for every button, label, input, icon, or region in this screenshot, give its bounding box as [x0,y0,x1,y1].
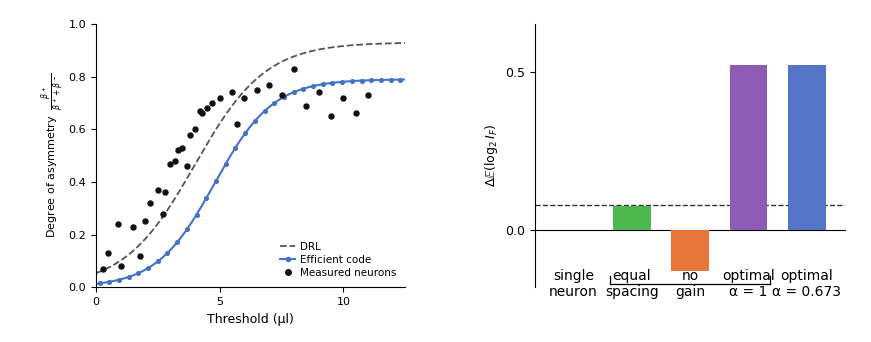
Bar [672,230,709,272]
Measured neurons [192,108,206,114]
Point [394,77,408,82]
X-axis label: Threshold (μl): Threshold (μl) [207,313,294,326]
Measured neurons [138,219,152,224]
Measured neurons [312,90,326,95]
Line: DRL: DRL [96,43,405,273]
Point [228,145,242,150]
Measured neurons [238,95,252,101]
Line: Efficient code: Efficient code [96,80,405,284]
Measured neurons [324,114,338,119]
Point [209,178,223,184]
Point [345,78,359,84]
DRL [314,48,325,52]
Measured neurons [300,103,314,108]
Efficient code [192,212,202,216]
Efficient code [91,282,101,286]
Measured neurons [113,263,127,269]
Measured neurons [274,92,288,98]
Point [296,86,310,91]
Efficient code [128,273,138,277]
Point [306,83,320,89]
Point [267,100,281,106]
Point [122,274,136,280]
DRL [192,159,202,163]
Measured neurons [188,127,202,132]
DRL [400,41,410,45]
Point [160,250,174,256]
Point [190,212,204,217]
DRL [315,47,326,51]
Measured neurons [171,148,185,153]
Measured neurons [101,250,115,256]
Measured neurons [225,90,239,95]
Point [384,77,398,82]
Measured neurons [163,161,177,166]
Measured neurons [151,187,165,193]
Point [141,265,155,271]
DRL [128,249,138,253]
Measured neurons [159,190,172,195]
Measured neurons [111,221,125,227]
Efficient code [315,82,326,87]
Bar [612,206,651,230]
Measured neurons [361,92,375,98]
Point [151,259,165,264]
Point [354,78,368,83]
Efficient code [286,91,296,95]
Legend: DRL, Efficient code, Measured neurons: DRL, Efficient code, Measured neurons [275,237,400,282]
Measured neurons [126,224,140,229]
Measured neurons [250,87,264,92]
Point [92,281,106,286]
Point [238,131,252,136]
Point [277,94,291,100]
Measured neurons [230,121,244,127]
Point [102,279,116,285]
Point [374,77,388,83]
Measured neurons [144,200,158,206]
Point [219,161,233,167]
Measured neurons [133,253,147,259]
Measured neurons [156,211,170,216]
Point [132,271,145,276]
Point [248,118,262,124]
Measured neurons [180,163,194,169]
Efficient code [213,174,224,179]
Measured neurons [287,66,300,71]
Point [199,195,213,201]
Point [326,80,340,86]
DRL [286,56,296,60]
Point [170,239,184,245]
Efficient code [314,83,325,87]
Measured neurons [200,105,214,111]
Point [258,108,272,114]
Measured neurons [213,95,226,101]
Point [112,277,126,282]
Measured neurons [206,100,219,106]
Point [287,90,300,95]
Y-axis label: Degree of asymmetry  $\frac{\beta^+}{\beta^+ + \beta^-}$: Degree of asymmetry $\frac{\beta^+}{\bet… [40,73,65,238]
Measured neurons [176,145,190,150]
Measured neurons [183,132,197,137]
Measured neurons [97,266,111,272]
Measured neurons [336,95,350,101]
Point [364,78,378,83]
Measured neurons [195,111,209,116]
Point [335,79,349,84]
Efficient code [400,78,410,82]
Measured neurons [168,158,182,163]
Point [316,81,330,87]
DRL [91,271,101,275]
Point [180,227,194,232]
Bar [788,65,826,230]
DRL [213,123,224,127]
Y-axis label: $\Delta\mathbb{E}(\log_2 I_F)$: $\Delta\mathbb{E}(\log_2 I_F)$ [483,124,500,187]
Bar [730,65,767,230]
Measured neurons [349,111,363,116]
Measured neurons [262,82,276,87]
